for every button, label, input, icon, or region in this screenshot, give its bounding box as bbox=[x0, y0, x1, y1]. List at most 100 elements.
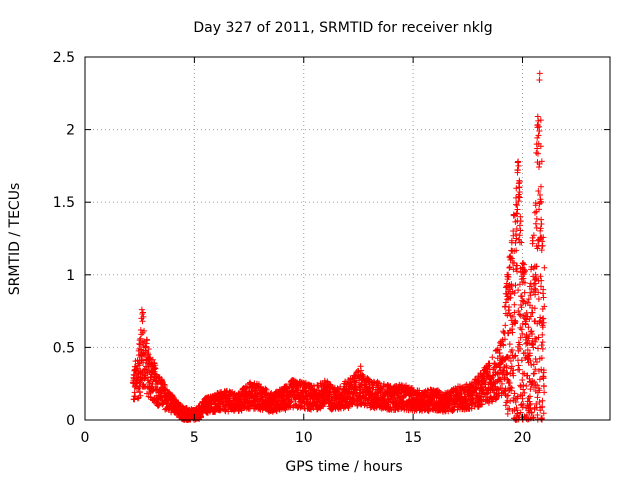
data-point bbox=[514, 206, 521, 213]
data-point bbox=[535, 117, 542, 124]
data-point bbox=[529, 309, 536, 316]
data-point bbox=[532, 285, 539, 292]
data-point bbox=[350, 396, 357, 403]
data-point bbox=[535, 132, 542, 139]
data-point bbox=[131, 389, 138, 396]
data-point bbox=[536, 200, 543, 207]
data-point bbox=[416, 387, 423, 394]
data-point bbox=[535, 187, 542, 194]
chart-title: Day 327 of 2011, SRMTID for receiver nkl… bbox=[193, 20, 492, 36]
data-point bbox=[504, 376, 511, 383]
data-point bbox=[493, 347, 500, 354]
data-point bbox=[496, 350, 503, 357]
data-point bbox=[506, 341, 513, 348]
data-point bbox=[145, 346, 152, 353]
data-point bbox=[532, 291, 539, 298]
data-point bbox=[533, 276, 540, 283]
data-point bbox=[134, 395, 141, 402]
data-point bbox=[136, 345, 143, 352]
data-point bbox=[533, 263, 540, 270]
data-point bbox=[518, 304, 525, 311]
y-axis-label: SRMTID / TECUs bbox=[7, 183, 23, 296]
data-point bbox=[516, 194, 523, 201]
data-point bbox=[511, 309, 518, 316]
data-point bbox=[511, 290, 518, 297]
y-tick-label: 0 bbox=[66, 413, 75, 429]
data-point bbox=[515, 307, 522, 314]
data-point bbox=[531, 209, 538, 216]
data-point bbox=[525, 296, 532, 303]
data-point bbox=[529, 237, 536, 244]
data-point bbox=[537, 117, 544, 124]
data-point bbox=[532, 199, 539, 206]
data-point bbox=[509, 326, 516, 333]
data-points bbox=[130, 70, 548, 423]
data-point bbox=[511, 390, 518, 397]
data-point bbox=[538, 247, 545, 254]
data-point bbox=[536, 387, 543, 394]
data-point bbox=[532, 338, 539, 345]
data-point bbox=[140, 313, 147, 320]
data-point bbox=[539, 305, 546, 312]
data-point bbox=[527, 357, 534, 364]
data-point bbox=[137, 341, 144, 348]
data-point bbox=[518, 293, 525, 300]
data-point bbox=[223, 387, 230, 394]
data-point bbox=[539, 339, 546, 346]
data-point bbox=[226, 395, 233, 402]
data-point bbox=[538, 277, 545, 284]
data-point bbox=[288, 397, 295, 404]
data-point bbox=[526, 393, 533, 400]
data-point bbox=[515, 162, 522, 169]
data-point bbox=[533, 400, 540, 407]
data-point bbox=[473, 391, 480, 398]
data-point bbox=[519, 395, 526, 402]
data-point bbox=[538, 283, 545, 290]
data-point bbox=[516, 232, 523, 239]
data-point bbox=[523, 383, 530, 390]
data-point bbox=[518, 239, 525, 246]
data-point bbox=[539, 345, 546, 352]
data-point bbox=[139, 349, 146, 356]
data-point bbox=[503, 364, 510, 371]
data-point bbox=[527, 313, 534, 320]
data-point bbox=[538, 366, 545, 373]
data-point bbox=[521, 289, 528, 296]
x-tick-labels: 0 5 10 15 20 bbox=[81, 430, 532, 446]
data-point bbox=[530, 232, 537, 239]
data-point bbox=[357, 371, 364, 378]
data-point bbox=[533, 215, 540, 222]
data-point bbox=[539, 397, 546, 404]
data-point bbox=[515, 362, 522, 369]
data-point bbox=[507, 254, 514, 261]
data-point bbox=[517, 227, 524, 234]
data-point bbox=[516, 189, 523, 196]
data-point bbox=[526, 350, 533, 357]
data-point bbox=[286, 384, 293, 391]
data-point bbox=[513, 235, 520, 242]
data-point bbox=[538, 342, 545, 349]
data-point bbox=[516, 222, 523, 229]
data-point bbox=[152, 365, 159, 372]
data-point bbox=[530, 281, 537, 288]
data-point bbox=[519, 330, 526, 337]
data-point bbox=[541, 389, 548, 396]
data-point bbox=[512, 352, 519, 359]
data-point bbox=[505, 392, 512, 399]
data-point bbox=[539, 290, 546, 297]
data-point bbox=[511, 301, 518, 308]
x-tick-label: 10 bbox=[295, 430, 313, 446]
data-point bbox=[519, 273, 526, 280]
data-point bbox=[526, 316, 533, 323]
data-point bbox=[540, 319, 547, 326]
data-point bbox=[530, 370, 537, 377]
data-point bbox=[502, 402, 509, 409]
data-point bbox=[500, 342, 507, 349]
data-point bbox=[504, 353, 511, 360]
data-point bbox=[514, 262, 521, 269]
data-point bbox=[287, 403, 294, 410]
data-point bbox=[523, 309, 530, 316]
x-tick-label: 5 bbox=[190, 430, 199, 446]
data-point bbox=[529, 380, 536, 387]
data-point bbox=[504, 370, 511, 377]
